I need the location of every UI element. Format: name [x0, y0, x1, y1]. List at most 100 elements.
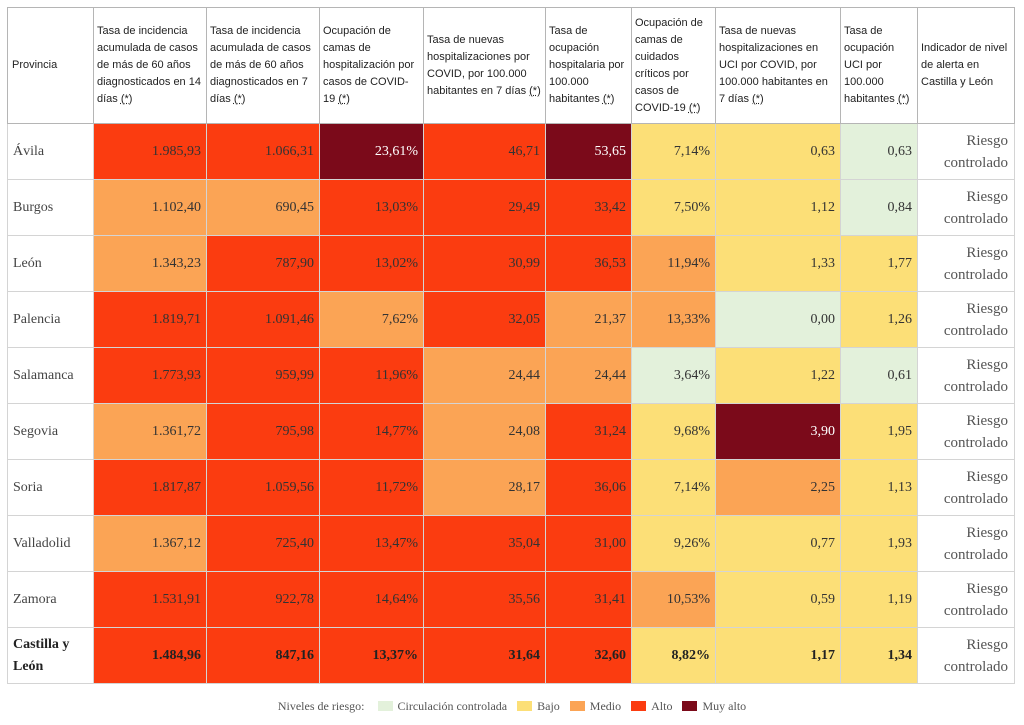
indicator-cell: 9,26%: [631, 515, 716, 572]
table-body: Ávila 1.985,93 1.066,31 23,61% 46,71 53,65 7,1…: [7, 123, 1015, 684]
indicator-cell: 14,64%: [319, 571, 424, 628]
column-header-label: Provincia: [12, 59, 58, 71]
alert-level-cell: Riesgo controlado: [917, 403, 1015, 460]
table-row: Ávila 1.985,93 1.066,31 23,61% 46,71 53,65 7,1…: [7, 123, 1015, 180]
indicator-cell: 1.059,56: [206, 459, 320, 516]
province-name: Ávila: [7, 123, 94, 180]
indicator-cell: 13,33%: [631, 291, 716, 348]
province-name: Palencia: [7, 291, 94, 348]
table-row: Zamora 1.531,91 922,78 14,64% 35,56 31,41 10,5…: [7, 571, 1015, 628]
indicator-cell: 13,37%: [319, 627, 424, 684]
indicator-cell: 7,14%: [631, 459, 716, 516]
table-row: Segovia 1.361,72 795,98 14,77% 24,08 31,24 9,6…: [7, 403, 1015, 460]
column-header-label: Tasa de ocupación UCI por 100.000 habita…: [844, 25, 895, 105]
indicator-cell: 32,60: [545, 627, 632, 684]
indicator-cell: 3,90: [715, 403, 841, 460]
legend-swatch: [517, 701, 533, 711]
table-row: Burgos 1.102,40 690,45 13,03% 29,49 33,42 7,50…: [7, 179, 1015, 236]
footnote-marker[interactable]: (*): [233, 93, 246, 105]
indicator-cell: 21,37: [545, 291, 632, 348]
column-header: Ocupación de camas de hospitalización po…: [319, 7, 424, 124]
indicator-cell: 29,49: [423, 179, 546, 236]
column-header: Tasa de nuevas hospitalizaciones por COV…: [423, 7, 546, 124]
legend-swatch: [631, 701, 647, 711]
indicator-cell: 1.985,93: [93, 123, 207, 180]
indicator-cell: 24,08: [423, 403, 546, 460]
province-name: Salamanca: [7, 347, 94, 404]
table-total-row: Castilla y León 1.484,96 847,16 13,37% 31,64…: [7, 627, 1015, 684]
indicator-cell: 1,19: [840, 571, 918, 628]
indicator-cell: 7,14%: [631, 123, 716, 180]
indicator-cell: 1.773,93: [93, 347, 207, 404]
indicator-cell: 690,45: [206, 179, 320, 236]
indicator-cell: 1,22: [715, 347, 841, 404]
footnote-marker[interactable]: (*): [602, 93, 615, 105]
column-header: Ocupación de camas de cuidados críticos …: [631, 7, 716, 124]
table-row: Salamanca 1.773,93 959,99 11,96% 24,44 24,44 3…: [7, 347, 1015, 404]
legend-swatch: [377, 701, 393, 711]
footnote-marker[interactable]: (*): [120, 93, 133, 105]
province-name: Valladolid: [7, 515, 94, 572]
indicator-cell: 0,00: [715, 291, 841, 348]
table-row: Soria 1.817,87 1.059,56 11,72% 28,17 36,06 7,1…: [7, 459, 1015, 516]
indicator-cell: 0,63: [715, 123, 841, 180]
indicator-cell: 795,98: [206, 403, 320, 460]
indicator-cell: 0,63: [840, 123, 918, 180]
footnote-marker[interactable]: (*): [688, 101, 701, 114]
legend-label: Muy alto: [702, 699, 747, 713]
table-header-row: Provincia Tasa de incidencia acumulada de…: [7, 7, 1015, 124]
footnote-marker[interactable]: (*): [752, 93, 764, 105]
column-header: Provincia: [7, 7, 94, 124]
indicator-cell: 35,04: [423, 515, 546, 572]
indicator-cell: 1.367,12: [93, 515, 207, 572]
indicator-cell: 1,77: [840, 235, 918, 292]
footnote-marker[interactable]: (*): [529, 84, 541, 97]
risk-table-container: Provincia Tasa de incidencia acumulada de…: [7, 7, 1015, 684]
indicator-cell: 0,59: [715, 571, 841, 628]
indicator-cell: 1,33: [715, 235, 841, 292]
indicator-cell: 33,42: [545, 179, 632, 236]
legend-label: Bajo: [537, 699, 560, 713]
column-header: Tasa de nuevas hospitalizaciones en UCI …: [715, 7, 841, 124]
column-header: Indicador de nivel de alerta en Castilla…: [917, 7, 1015, 124]
alert-level-cell: Riesgo controlado: [917, 571, 1015, 628]
indicator-cell: 787,90: [206, 235, 320, 292]
table-row: Valladolid 1.367,12 725,40 13,47% 35,04 31,00…: [7, 515, 1015, 572]
indicator-cell: 30,99: [423, 235, 546, 292]
alert-level-cell: Riesgo controlado: [917, 515, 1015, 572]
indicator-cell: 7,62%: [319, 291, 424, 348]
indicator-cell: 11,72%: [319, 459, 424, 516]
risk-indicators-table: Provincia Tasa de incidencia acumulada de…: [7, 7, 1015, 684]
indicator-cell: 36,53: [545, 235, 632, 292]
legend-label: Medio: [589, 699, 622, 713]
indicator-cell: 1.531,91: [93, 571, 207, 628]
column-header-label: Ocupación de camas de hospitalización po…: [323, 25, 415, 105]
indicator-cell: 13,02%: [319, 235, 424, 292]
legend-item: Bajo: [517, 699, 560, 714]
indicator-cell: 24,44: [545, 347, 632, 404]
table-row: Palencia 1.819,71 1.091,46 7,62% 32,05 21,37 1…: [7, 291, 1015, 348]
province-name: León: [7, 235, 94, 292]
indicator-cell: 1,12: [715, 179, 841, 236]
column-header-label: Tasa de ocupación hospitalaria por 100.0…: [549, 25, 625, 105]
column-header: Tasa de incidencia acumulada de casos de…: [93, 7, 207, 124]
legend-swatch: [569, 701, 585, 711]
alert-level-cell: Riesgo controlado: [917, 291, 1015, 348]
indicator-cell: 725,40: [206, 515, 320, 572]
indicator-cell: 847,16: [206, 627, 320, 684]
indicator-cell: 9,68%: [631, 403, 716, 460]
legend-item: Medio: [569, 699, 622, 714]
footnote-marker[interactable]: (*): [897, 93, 910, 105]
indicator-cell: 1.361,72: [93, 403, 207, 460]
indicator-cell: 31,41: [545, 571, 632, 628]
indicator-cell: 11,94%: [631, 235, 716, 292]
indicator-cell: 0,61: [840, 347, 918, 404]
indicator-cell: 1,13: [840, 459, 918, 516]
indicator-cell: 10,53%: [631, 571, 716, 628]
indicator-cell: 46,71: [423, 123, 546, 180]
indicator-cell: 1.066,31: [206, 123, 320, 180]
indicator-cell: 1,34: [840, 627, 918, 684]
footnote-marker[interactable]: (*): [338, 93, 350, 105]
province-name: Burgos: [7, 179, 94, 236]
indicator-cell: 32,05: [423, 291, 546, 348]
